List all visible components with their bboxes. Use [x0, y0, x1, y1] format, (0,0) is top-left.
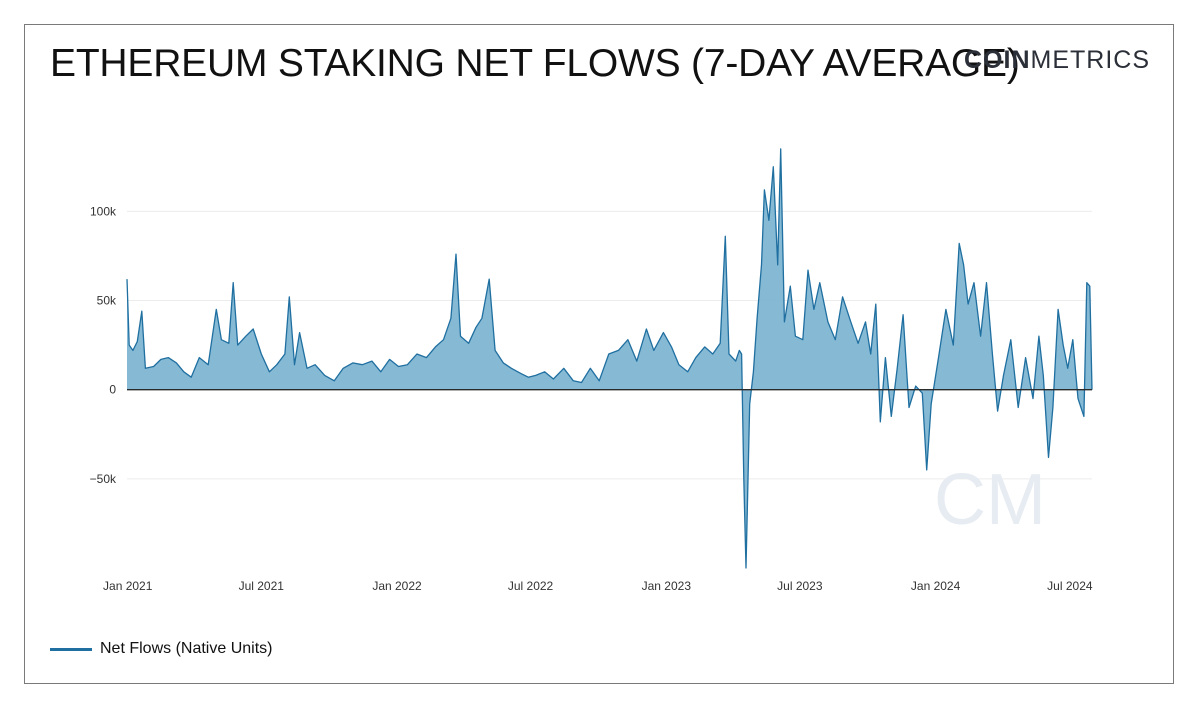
x-tick-label: Jan 2022: [372, 579, 422, 593]
y-tick-label: 100k: [90, 204, 117, 218]
legend-label: Net Flows (Native Units): [100, 640, 273, 657]
x-tick-label: Jul 2024: [1047, 579, 1093, 593]
logo-light-part: METRICS: [1030, 46, 1150, 74]
legend-swatch: [50, 647, 92, 651]
series-area: [127, 148, 1092, 568]
y-tick-label: 0: [109, 383, 116, 397]
cm-watermark: CM: [934, 460, 1046, 540]
x-tick-label: Jan 2024: [911, 579, 961, 593]
x-axis: Jan 2021 Jul 2021 Jan 2022 Jul 2022 Jan 2023…: [103, 579, 1093, 593]
page-title: ETHEREUM STAKING NET FLOWS (7-DAY AVERAG…: [50, 42, 1020, 85]
logo-bold-part: COIN: [964, 46, 1031, 74]
x-tick-label: Jan 2023: [642, 579, 692, 593]
legend: Net Flows (Native Units): [50, 640, 272, 658]
series-line: [126, 148, 1093, 569]
x-tick-label: Jan 2021: [103, 579, 153, 593]
y-tick-label: 50k: [97, 294, 117, 308]
y-tick-label: −50k: [90, 472, 117, 486]
y-axis: 100k 50k 0 −50k: [90, 204, 117, 486]
grid-layer: [127, 210, 1092, 480]
x-tick-label: Jul 2021: [239, 579, 285, 593]
x-tick-label: Jul 2023: [777, 579, 823, 593]
x-tick-label: Jul 2022: [508, 579, 554, 593]
coinmetrics-logo: COINMETRICS: [964, 46, 1150, 75]
